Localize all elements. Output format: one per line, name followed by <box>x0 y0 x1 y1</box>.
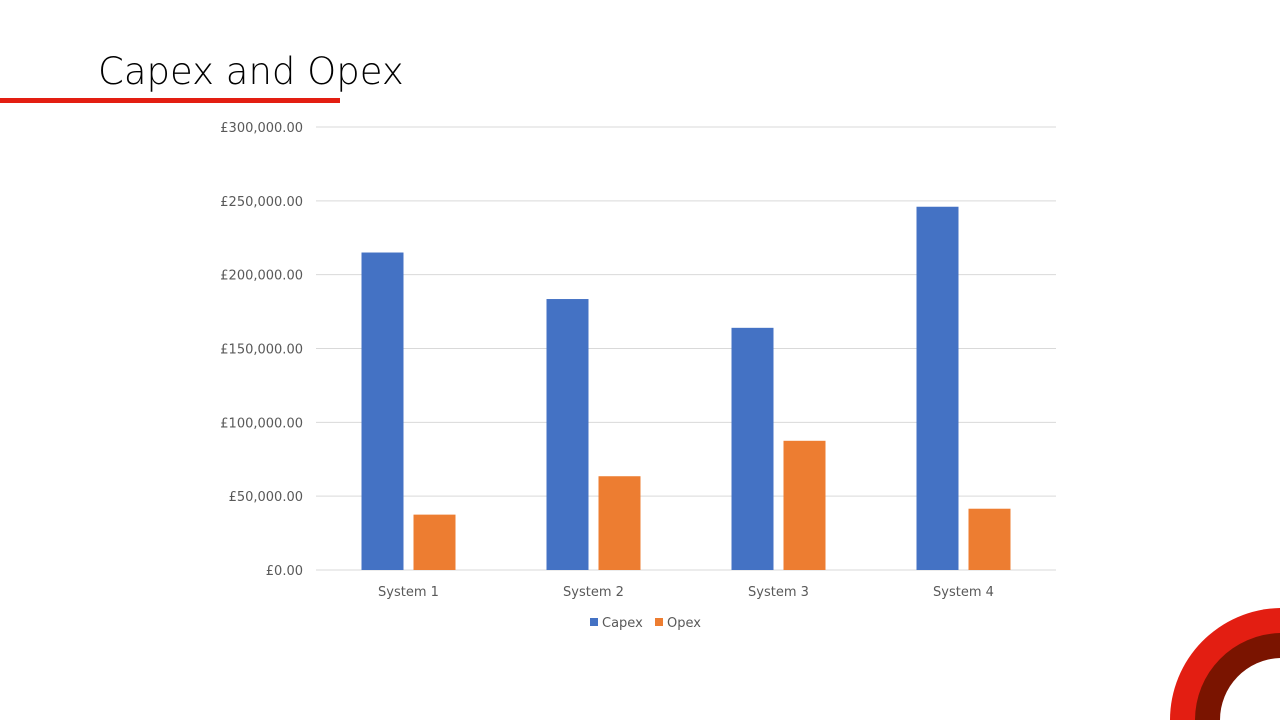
logo-icon <box>1170 608 1280 720</box>
y-tick-label: £200,000.00 <box>220 269 303 284</box>
y-tick-label: £150,000.00 <box>220 343 303 358</box>
legend-swatch-capex <box>590 618 598 626</box>
bar-opex-1 <box>413 514 456 570</box>
bar-chart: £0.00 £50,000.00 £100,000.00 £150,000.00 £20… <box>220 121 1056 631</box>
title-underline <box>0 98 340 103</box>
x-tick-label: System 2 <box>563 585 624 600</box>
slide-title: Capex and Opex <box>98 50 404 93</box>
legend-label-opex: Opex <box>667 616 701 631</box>
bar-opex-4 <box>968 508 1011 570</box>
y-tick-label: £0.00 <box>266 564 303 579</box>
legend-swatch-opex <box>655 618 663 626</box>
y-tick-label: £100,000.00 <box>220 416 303 431</box>
bar-opex-3 <box>783 440 826 570</box>
bar-capex-1 <box>361 252 404 570</box>
x-tick-label: System 3 <box>748 585 809 600</box>
bar-capex-4 <box>916 206 959 571</box>
x-tick-label: System 4 <box>933 585 994 600</box>
bar-opex-2 <box>598 476 641 570</box>
x-tick-label: System 1 <box>378 585 439 600</box>
bar-capex-3 <box>731 327 774 570</box>
y-tick-label: £300,000.00 <box>220 121 303 136</box>
y-tick-label: £250,000.00 <box>220 195 303 210</box>
bar-capex-2 <box>546 299 589 570</box>
y-tick-label: £50,000.00 <box>229 490 303 505</box>
legend-label-capex: Capex <box>602 616 643 631</box>
